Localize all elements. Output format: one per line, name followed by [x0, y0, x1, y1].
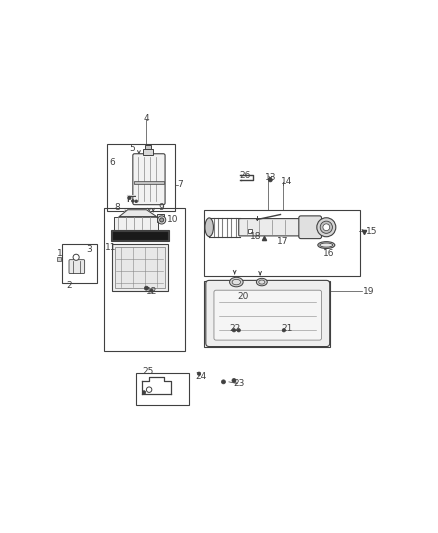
Polygon shape — [114, 216, 158, 230]
Ellipse shape — [320, 243, 333, 247]
Text: 9: 9 — [158, 203, 164, 212]
Text: 1: 1 — [57, 249, 63, 259]
Text: 20: 20 — [237, 292, 249, 301]
Text: 17: 17 — [277, 237, 289, 246]
Ellipse shape — [259, 280, 265, 284]
Bar — [145, 146, 152, 149]
Circle shape — [222, 380, 226, 384]
Bar — [136, 373, 189, 405]
Polygon shape — [119, 210, 156, 216]
Ellipse shape — [230, 277, 243, 287]
Circle shape — [282, 328, 286, 332]
Ellipse shape — [232, 279, 240, 285]
FancyBboxPatch shape — [133, 154, 165, 205]
Text: 2: 2 — [67, 281, 72, 290]
Text: 25: 25 — [142, 367, 154, 376]
Bar — [204, 210, 360, 276]
FancyBboxPatch shape — [239, 219, 302, 236]
Bar — [143, 149, 153, 156]
Text: 5: 5 — [130, 144, 135, 153]
Bar — [112, 231, 168, 240]
Bar — [111, 230, 169, 241]
Text: 15: 15 — [366, 228, 378, 236]
Circle shape — [232, 378, 236, 383]
Text: 6: 6 — [110, 158, 116, 167]
Circle shape — [237, 328, 240, 332]
Text: 8: 8 — [114, 203, 120, 212]
Text: 22: 22 — [230, 324, 241, 333]
Text: 4: 4 — [144, 114, 149, 123]
Circle shape — [142, 391, 146, 394]
Circle shape — [232, 328, 236, 332]
Circle shape — [158, 216, 166, 224]
FancyBboxPatch shape — [214, 290, 321, 340]
Circle shape — [150, 289, 153, 292]
Text: 11: 11 — [105, 243, 117, 252]
Circle shape — [73, 254, 79, 260]
Circle shape — [320, 221, 332, 233]
Ellipse shape — [205, 218, 213, 237]
Text: 12: 12 — [146, 287, 158, 296]
Text: 24: 24 — [196, 372, 207, 381]
Circle shape — [159, 218, 164, 222]
Circle shape — [128, 196, 131, 199]
Text: 23: 23 — [233, 379, 244, 389]
Ellipse shape — [256, 278, 267, 286]
Text: 10: 10 — [167, 215, 179, 224]
Circle shape — [197, 372, 201, 375]
Circle shape — [145, 286, 148, 290]
FancyBboxPatch shape — [206, 280, 330, 346]
Bar — [204, 281, 330, 347]
Bar — [61, 244, 97, 282]
FancyBboxPatch shape — [299, 216, 321, 239]
Text: 13: 13 — [265, 173, 277, 182]
Circle shape — [317, 218, 336, 237]
Circle shape — [146, 387, 152, 392]
FancyBboxPatch shape — [69, 260, 85, 273]
Circle shape — [135, 200, 138, 203]
Bar — [104, 208, 185, 351]
Bar — [156, 214, 164, 222]
Text: 14: 14 — [280, 177, 292, 186]
Bar — [115, 247, 165, 288]
Bar — [107, 143, 175, 212]
Text: 26: 26 — [240, 171, 251, 180]
Circle shape — [323, 224, 330, 231]
Text: 21: 21 — [282, 324, 293, 333]
Circle shape — [268, 178, 272, 182]
Bar — [134, 181, 164, 184]
Text: 16: 16 — [323, 249, 335, 259]
Ellipse shape — [318, 241, 335, 248]
Circle shape — [131, 199, 134, 203]
Text: 7: 7 — [177, 181, 183, 189]
Bar — [112, 244, 169, 291]
Text: 19: 19 — [363, 287, 374, 296]
Text: 3: 3 — [86, 245, 92, 254]
Text: 18: 18 — [250, 232, 261, 241]
